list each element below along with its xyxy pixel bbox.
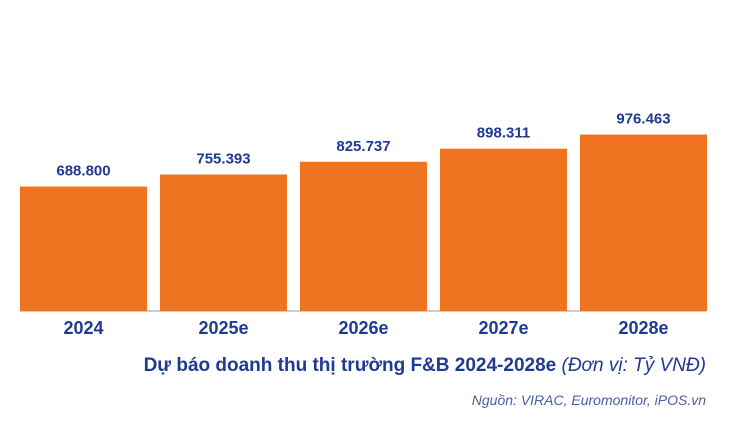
value-label-2026e: 825.737 [336, 138, 390, 155]
bar-2024 [20, 186, 147, 311]
chart-unit-label: (Đơn vị: Tỷ VNĐ) [561, 355, 707, 376]
value-label-2025e: 755.393 [196, 151, 250, 168]
value-labels-group: 688.800 755.393 825.737 898.311 976.463 [56, 111, 670, 180]
value-label-2024: 688.800 [56, 163, 110, 180]
bar-chart: 688.800 755.393 825.737 898.311 976.463 2024… [20, 111, 707, 338]
chart-title: Dự báo doanh thu thị trường F&B 2024-202… [0, 355, 706, 377]
bar-2025e [160, 174, 287, 311]
chart-source: Nguồn: VIRAC, Euromonitor, iPOS.vn [471, 392, 706, 408]
value-label-2027e: 898.311 [477, 125, 530, 142]
bars-group [20, 134, 707, 311]
category-label-2028e: 2028e [618, 318, 668, 338]
value-label-2028e: 976.463 [616, 111, 670, 128]
bar-2026e [300, 161, 427, 311]
category-label-2025e: 2025e [198, 318, 248, 338]
category-label-2024: 2024 [63, 318, 103, 338]
bar-2028e [580, 134, 707, 311]
bar-2027e [440, 148, 567, 311]
category-labels-group: 2024 2025e 2026e 2027e 2028e [63, 318, 668, 338]
category-label-2027e: 2027e [478, 318, 528, 338]
chart-title-text: Dự báo doanh thu thị trường F&B 2024-202… [143, 355, 557, 376]
category-label-2026e: 2026e [338, 318, 388, 338]
